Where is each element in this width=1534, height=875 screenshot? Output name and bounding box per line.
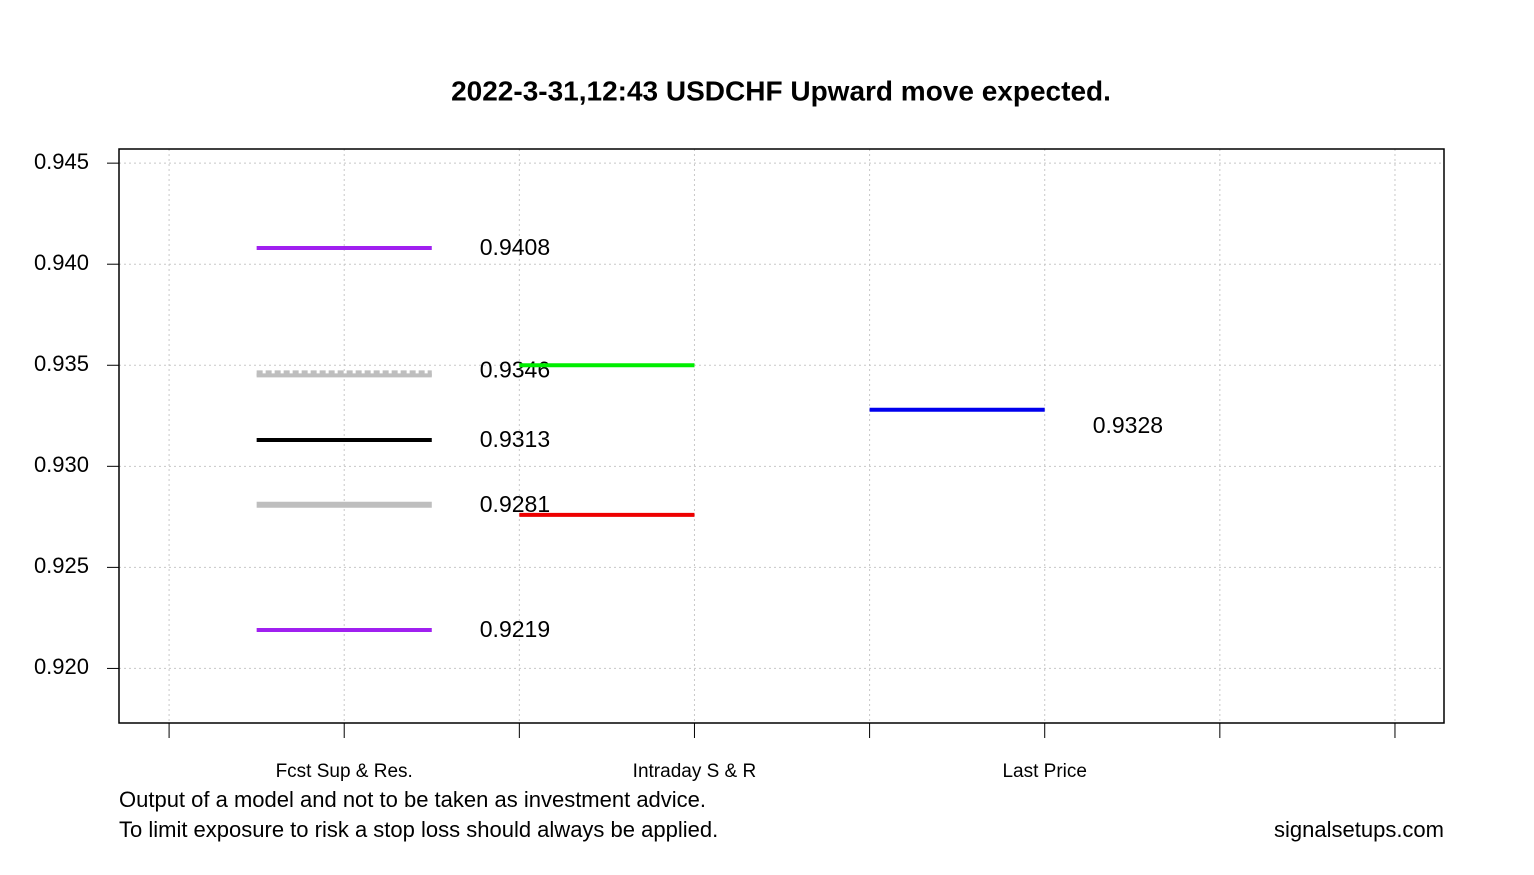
note: To limit exposure to risk a stop loss sh… bbox=[119, 817, 718, 842]
y-tick-label: 0.940 bbox=[34, 250, 89, 275]
y-tick-label: 0.945 bbox=[34, 149, 89, 174]
y-tick-label: 0.920 bbox=[34, 654, 89, 679]
chart-title: 2022-3-31,12:43 USDCHF Upward move expec… bbox=[451, 75, 1111, 106]
level-label: 0.9219 bbox=[480, 616, 550, 642]
source: signalsetups.com bbox=[1274, 817, 1444, 842]
y-tick-label: 0.925 bbox=[34, 553, 89, 578]
x-tick-label: Fcst Sup & Res. bbox=[276, 761, 413, 782]
plot-frame bbox=[118, 148, 1445, 724]
y-tick-label: 0.935 bbox=[34, 351, 89, 376]
level-label: 0.9313 bbox=[480, 426, 550, 452]
level-label: 0.9408 bbox=[480, 234, 550, 260]
y-tick-label: 0.930 bbox=[34, 452, 89, 477]
level-label: 0.9328 bbox=[1093, 412, 1163, 438]
level-label: 0.9281 bbox=[480, 491, 550, 517]
note: Output of a model and not to be taken as… bbox=[119, 787, 706, 812]
level-label: 0.9346 bbox=[480, 356, 550, 382]
x-tick-label: Last Price bbox=[1002, 761, 1086, 782]
x-tick-label: Intraday S & R bbox=[633, 761, 757, 782]
